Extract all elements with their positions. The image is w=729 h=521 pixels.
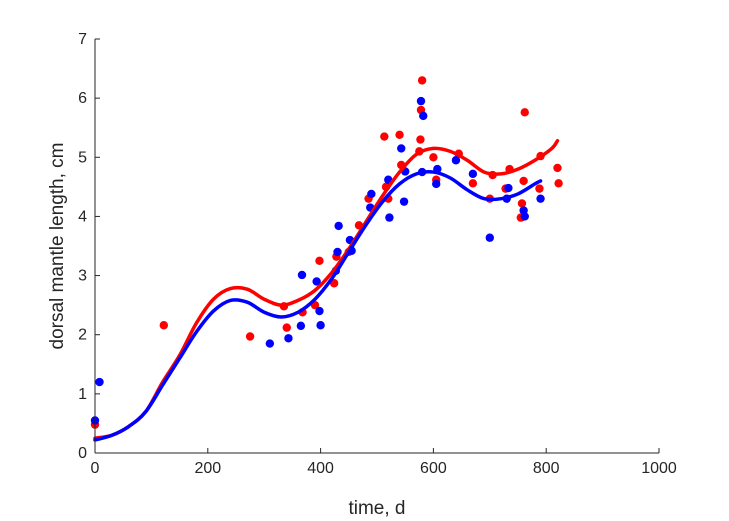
y-tick-label: 2: [78, 327, 87, 344]
data-point: [417, 76, 427, 85]
data-point: [296, 321, 306, 331]
y-tick-label: 7: [78, 31, 87, 48]
data-point: [419, 111, 428, 121]
data-point: [485, 233, 494, 242]
data-point: [416, 96, 426, 106]
data-point: [416, 135, 425, 144]
data-point: [315, 256, 324, 265]
data-point: [468, 179, 478, 188]
data-point: [397, 144, 406, 153]
data-point: [95, 377, 104, 387]
axes: 0 200 400 600 800 1000 0 1 2 3 4 5 6 7: [78, 31, 677, 477]
data-point: [536, 194, 545, 203]
data-point: [432, 179, 441, 189]
data-point: [554, 179, 563, 188]
fit-line-1: [93, 170, 543, 442]
data-point: [520, 212, 529, 221]
x-tick-label: 1000: [641, 460, 677, 477]
y-tick-label: 6: [78, 90, 87, 107]
data-point: [468, 169, 478, 179]
data-point: [385, 213, 394, 222]
y-tick-label: 3: [78, 268, 87, 285]
chart-marks: [90, 76, 563, 442]
x-tick-label: 0: [91, 460, 100, 477]
data-point: [395, 130, 404, 140]
data-point: [520, 108, 529, 117]
x-axis-title: time, d: [348, 498, 405, 519]
data-point: [315, 306, 324, 316]
data-point: [316, 321, 325, 330]
y-ticks: 0 1 2 3 4 5 6 7: [78, 31, 100, 462]
y-axis-title: dorsal mantle length, cm: [47, 143, 68, 350]
data-point: [517, 199, 527, 208]
data-point: [519, 176, 528, 186]
data-point: [399, 197, 409, 206]
series-0: [90, 76, 563, 429]
data-point: [553, 163, 562, 173]
data-point: [504, 183, 513, 193]
data-point: [312, 277, 321, 286]
data-point: [334, 221, 343, 231]
data-point: [297, 270, 307, 280]
data-point: [284, 334, 293, 343]
y-tick-label: 1: [78, 386, 87, 403]
y-tick-label: 5: [78, 149, 87, 166]
x-tick-label: 600: [420, 460, 447, 477]
data-point: [451, 156, 461, 165]
x-tick-label: 800: [533, 460, 560, 477]
x-ticks: 0 200 400 600 800 1000: [91, 448, 677, 477]
data-point: [265, 339, 275, 348]
data-point: [535, 184, 544, 193]
data-point: [282, 323, 291, 332]
data-point: [333, 247, 342, 257]
fit-line-0: [93, 138, 560, 440]
data-point: [429, 153, 438, 162]
x-tick-label: 400: [307, 460, 334, 477]
data-point: [159, 321, 169, 330]
y-tick-label: 4: [78, 208, 87, 225]
y-tick-label: 0: [78, 445, 87, 462]
data-point: [367, 189, 376, 199]
x-tick-label: 200: [194, 460, 221, 477]
data-point: [245, 332, 255, 341]
data-point: [380, 132, 389, 141]
